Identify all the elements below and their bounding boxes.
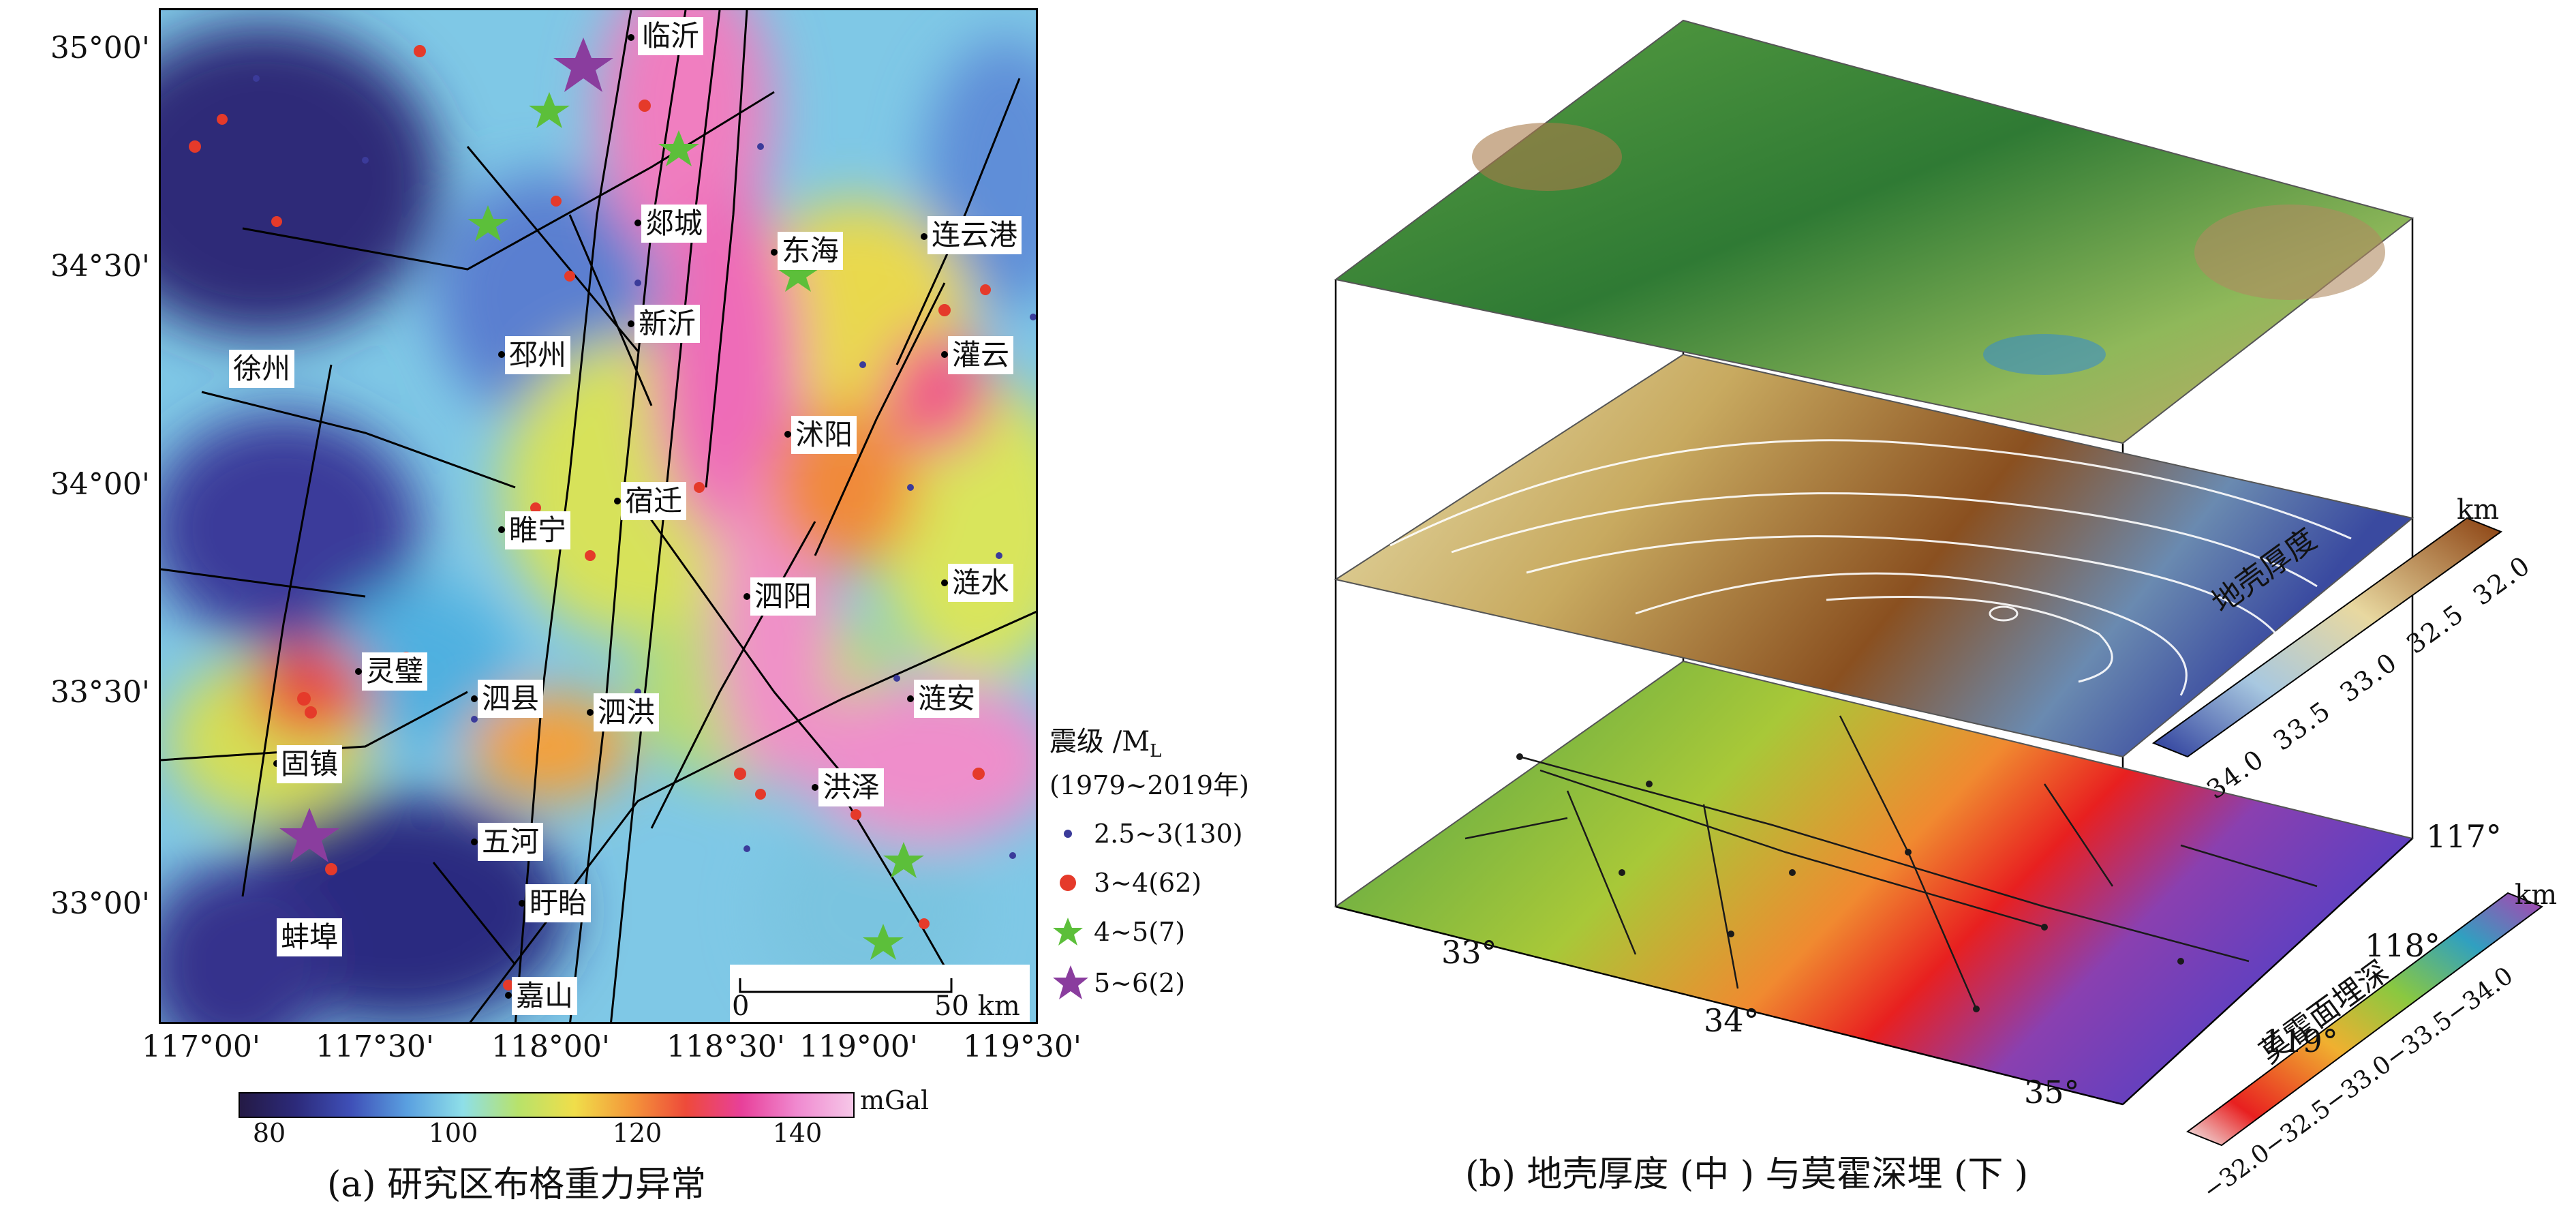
lon-tick: 118°30'	[666, 1029, 786, 1064]
city-label: 灵璧	[362, 652, 428, 691]
city-label: 沭阳	[791, 416, 857, 454]
lat-tick: 35°	[2024, 1074, 2080, 1111]
city-label: 嘉山	[512, 977, 578, 1015]
legend-item: 2.5~3(130)	[1053, 817, 1243, 851]
city-label: 郯城	[641, 205, 707, 243]
lon-tick: 118°00'	[491, 1029, 611, 1064]
lat-tick: 33°30'	[50, 675, 150, 710]
lon-tick: 117°00'	[141, 1029, 261, 1064]
colorbar-tick: 140	[772, 1118, 823, 1148]
green-star-icon	[1053, 918, 1083, 946]
city-label: 东海	[778, 232, 844, 270]
legend-title: 震级 /M	[1049, 726, 1150, 757]
city-label: 邳州	[505, 336, 571, 374]
legend-item: 5~6(2)	[1053, 964, 1185, 1002]
city-label: 五河	[478, 823, 544, 861]
city-label: 固镇	[277, 745, 343, 783]
legend-item: 3~4(62)	[1053, 866, 1201, 900]
lon-tick: 119°	[2263, 1023, 2338, 1059]
city-label: 蚌埠	[277, 918, 343, 956]
lat-tick: 34°	[1704, 1002, 1760, 1039]
city-label: 涟水	[948, 564, 1014, 602]
city-label: 连云港	[927, 216, 1022, 254]
legend-title-sub: L	[1150, 741, 1162, 761]
lat-tick: 33°	[1441, 934, 1497, 971]
city-label: 徐州	[229, 350, 295, 388]
colorbar-unit: mGal	[860, 1085, 930, 1115]
city-label: 睢宁	[505, 511, 571, 549]
lat-tick: 33°00'	[50, 886, 150, 921]
city-label: 新沂	[634, 305, 701, 343]
lon-tick: 119°00'	[799, 1029, 919, 1064]
red-dot-icon	[1060, 875, 1076, 891]
city-label: 泗洪	[594, 693, 660, 731]
crust-colorbar-unit: km	[2457, 494, 2500, 526]
city-label: 灌云	[948, 336, 1014, 374]
city-label: 盱眙	[525, 884, 592, 922]
city-label: 洪泽	[818, 768, 885, 806]
crust-colorbar	[2151, 517, 2503, 758]
gravity-colorbar	[239, 1092, 855, 1118]
legend-item: 4~5(7)	[1053, 915, 1185, 949]
small-dot-icon	[1064, 830, 1072, 838]
purple-star-icon	[1053, 965, 1088, 999]
city-label: 临沂	[638, 17, 704, 55]
bouguer-gravity-map[interactable]: 临沂 郯城 东海 连云港 新沂 邳州 徐州 灌云 沭阳 宿迁 睢宁 泗阳 涟水 …	[159, 8, 1038, 1024]
moho-colorbar-unit: km	[2515, 879, 2558, 911]
lat-tick: 35°00'	[50, 31, 150, 65]
colorbar-tick: 100	[428, 1118, 478, 1148]
legend-period: (1979~2019年)	[1049, 770, 1249, 800]
city-label: 泗县	[478, 680, 544, 718]
panel-b: 33° 34° 35° 117° 118° 119° 地壳厚度 34.0 33.…	[1295, 0, 2576, 1208]
city-label: 涟安	[914, 680, 980, 718]
lat-tick: 34°30'	[50, 249, 150, 284]
moho-colorbar	[2186, 892, 2544, 1147]
city-label: 宿迁	[621, 482, 687, 520]
panel-b-caption: (b) 地壳厚度 (中 ) 与莫霍深埋 (下 )	[1465, 1154, 2029, 1195]
lon-tick: 118°	[2365, 927, 2440, 964]
lon-tick: 117°	[2426, 818, 2502, 855]
city-label: 泗阳	[750, 577, 816, 616]
lon-tick: 117°30'	[315, 1029, 435, 1064]
lat-tick: 34°00'	[50, 467, 150, 502]
colorbar-tick: 80	[252, 1118, 286, 1148]
scalebar-start: 0	[732, 991, 750, 1022]
magnitude-legend: 震级 /ML (1979~2019年)	[1049, 719, 1295, 802]
panel-a: 临沂 郯城 东海 连云港 新沂 邳州 徐州 灌云 沭阳 宿迁 睢宁 泗阳 涟水 …	[50, 8, 1295, 1205]
lon-tick: 119°30'	[962, 1029, 1082, 1064]
colorbar-tick: 120	[612, 1118, 662, 1148]
panel-a-caption: (a) 研究区布格重力异常	[327, 1164, 707, 1205]
scalebar-end: 50 km	[934, 991, 1020, 1022]
